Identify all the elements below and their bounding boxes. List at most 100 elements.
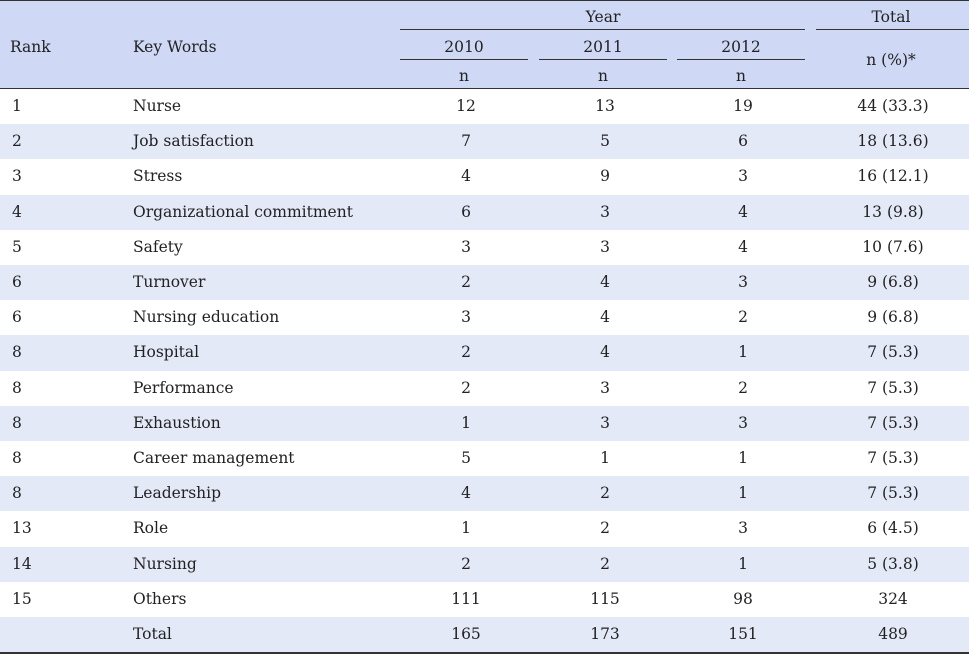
cell-y2010: 6 xyxy=(461,202,471,221)
header-keywords: Key Words xyxy=(133,38,217,56)
cell-kw: Nursing xyxy=(133,554,197,573)
table-bottom-rule xyxy=(0,652,969,654)
cell-y2010: 1 xyxy=(461,519,471,538)
cell-y2012: 98 xyxy=(733,589,753,608)
cell-total: 7 (5.3) xyxy=(867,449,919,467)
year-2011-rule xyxy=(539,59,667,60)
table-row: 14 Nursing 2 2 1 5 (3.8) xyxy=(0,546,969,582)
header-total: Total xyxy=(871,8,911,26)
cell-total: 5 (3.8) xyxy=(867,554,919,573)
cell-y2012: 3 xyxy=(738,519,748,538)
cell-y2011: 5 xyxy=(600,132,610,151)
table-row: 8 Leadership 4 2 1 7 (5.3) xyxy=(0,476,969,512)
table-row: 8 Hospital 2 4 1 7 (5.3) xyxy=(0,335,969,371)
cell-y2012: 3 xyxy=(738,273,748,291)
cell-y2012: 1 xyxy=(738,484,748,503)
cell-y2012: 2 xyxy=(738,308,748,327)
cell-kw: Safety xyxy=(133,237,183,256)
cell-y2011: 3 xyxy=(600,237,610,256)
cell-y2011: 3 xyxy=(600,413,610,432)
cell-total: 7 (5.3) xyxy=(867,378,919,397)
cell-rank: 3 xyxy=(12,167,22,186)
header-total-n-percent: n (%)* xyxy=(866,51,916,69)
total-span-rule xyxy=(816,29,969,30)
cell-y2012: 3 xyxy=(738,167,748,186)
cell-kw: Organizational commitment xyxy=(133,202,353,221)
cell-y2012: 1 xyxy=(738,343,748,362)
cell-y2012: 4 xyxy=(738,237,748,256)
cell-y2012: 19 xyxy=(733,97,753,115)
table-row: 6 Turnover 2 4 3 9 (6.8) xyxy=(0,265,969,301)
cell-rank: 8 xyxy=(12,484,22,503)
table-row: Total 165 173 151 489 xyxy=(0,617,969,653)
cell-rank: 14 xyxy=(12,554,32,573)
header-year-2012: 2012 xyxy=(721,38,761,56)
table-row: 8 Exhaustion 1 3 3 7 (5.3) xyxy=(0,405,969,441)
cell-kw: Exhaustion xyxy=(133,413,221,432)
cell-y2011: 1 xyxy=(600,449,610,467)
cell-y2012: 151 xyxy=(728,625,758,643)
cell-total: 44 (33.3) xyxy=(857,97,929,115)
cell-y2011: 3 xyxy=(600,378,610,397)
cell-y2010: 1 xyxy=(461,413,471,432)
cell-total: 6 (4.5) xyxy=(867,519,919,538)
cell-y2012: 6 xyxy=(738,132,748,151)
table-row: 8 Performance 2 3 2 7 (5.3) xyxy=(0,371,969,406)
cell-kw: Turnover xyxy=(133,273,206,291)
cell-y2011: 4 xyxy=(600,343,610,362)
cell-rank: 6 xyxy=(12,273,22,291)
cell-kw: Job satisfaction xyxy=(133,132,254,151)
cell-kw: Nurse xyxy=(133,97,182,115)
cell-rank: 2 xyxy=(12,132,22,151)
cell-y2012: 3 xyxy=(738,413,748,432)
cell-kw: Others xyxy=(133,589,187,608)
cell-kw: Total xyxy=(133,625,172,643)
cell-rank: 6 xyxy=(12,308,22,327)
cell-total: 7 (5.3) xyxy=(867,484,919,503)
cell-total: 9 (6.8) xyxy=(867,308,919,327)
cell-y2012: 4 xyxy=(738,202,748,221)
cell-y2011: 4 xyxy=(600,308,610,327)
cell-kw: Hospital xyxy=(133,343,200,362)
cell-y2012: 1 xyxy=(738,554,748,573)
table-row: 6 Nursing education 3 4 2 9 (6.8) xyxy=(0,300,969,335)
table-row: 15 Others 111 115 98 324 xyxy=(0,582,969,617)
header-year-2011: 2011 xyxy=(583,38,623,56)
cell-rank: 15 xyxy=(12,589,32,608)
cell-y2011: 173 xyxy=(590,625,620,643)
cell-total: 9 (6.8) xyxy=(867,273,919,291)
cell-kw: Performance xyxy=(133,378,234,397)
cell-rank: 8 xyxy=(12,449,22,467)
cell-y2010: 12 xyxy=(456,97,476,115)
cell-kw: Leadership xyxy=(133,484,222,503)
cell-total: 324 xyxy=(878,589,908,608)
header-n-2010: n xyxy=(459,67,469,85)
cell-total: 13 (9.8) xyxy=(862,202,924,221)
table-row: 13 Role 1 2 3 6 (4.5) xyxy=(0,511,969,546)
header-n-2012: n xyxy=(736,67,746,85)
cell-rank: 13 xyxy=(12,519,32,538)
table-row: 2 Job satisfaction 7 5 6 18 (13.6) xyxy=(0,124,969,160)
cell-y2011: 13 xyxy=(595,97,615,115)
cell-rank: 5 xyxy=(12,237,22,256)
header-n-2011: n xyxy=(598,67,608,85)
cell-kw: Stress xyxy=(133,167,183,186)
cell-y2011: 4 xyxy=(600,273,610,291)
cell-total: 16 (12.1) xyxy=(857,167,929,186)
table-row: 1 Nurse 12 13 19 44 (33.3) xyxy=(0,89,969,124)
cell-rank: 8 xyxy=(12,413,22,432)
cell-y2011: 115 xyxy=(590,589,620,608)
cell-kw: Role xyxy=(133,519,169,538)
cell-total: 7 (5.3) xyxy=(867,413,919,432)
cell-y2011: 2 xyxy=(600,519,610,538)
cell-y2011: 2 xyxy=(600,484,610,503)
cell-y2010: 3 xyxy=(461,237,471,256)
table-header: Rank Key Words Year Total 2010 2011 2012… xyxy=(0,0,969,89)
table-row: 5 Safety 3 3 4 10 (7.6) xyxy=(0,230,969,265)
year-2010-rule xyxy=(400,59,528,60)
year-span-rule xyxy=(400,29,805,30)
cell-rank: 1 xyxy=(12,97,22,115)
table-row: 4 Organizational commitment 6 3 4 13 (9.8) xyxy=(0,194,969,230)
cell-rank: 8 xyxy=(12,378,22,397)
cell-y2010: 2 xyxy=(461,554,471,573)
